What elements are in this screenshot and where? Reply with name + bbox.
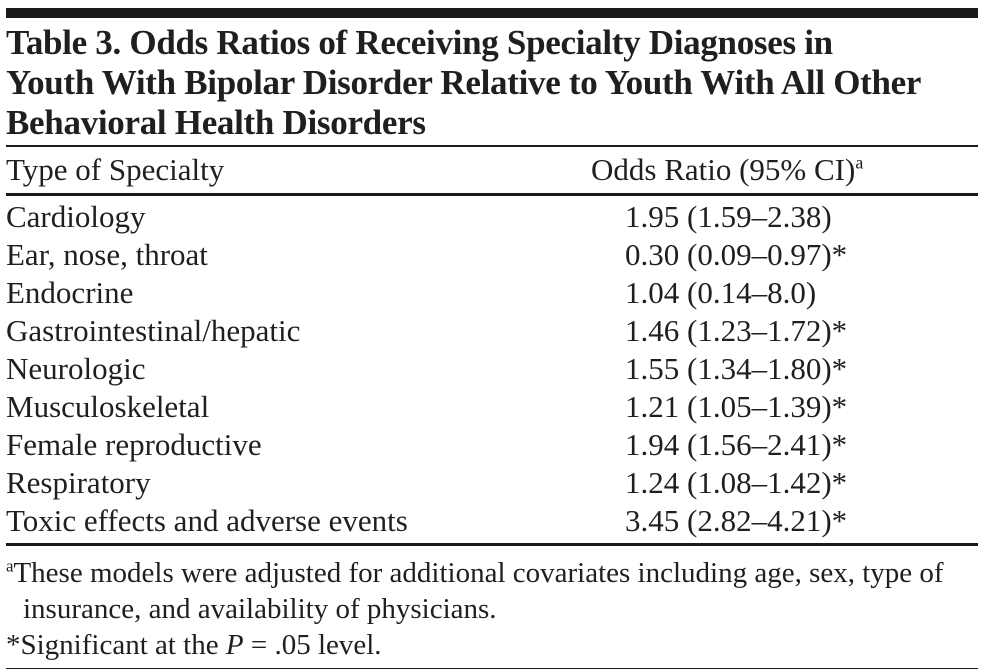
- column-header-footnote-marker: a: [855, 152, 864, 173]
- table-title-line-3: Behavioral Health Disorders: [6, 103, 426, 142]
- footnote-adjustment-marker: a: [6, 556, 14, 576]
- table-title-line-1: Table 3. Odds Ratios of Receiving Specia…: [6, 23, 833, 62]
- table-row: Neurologic 1.55 (1.34–1.80)*: [6, 350, 978, 388]
- footnote-significance-post: = .05 level.: [243, 629, 382, 661]
- specialty-cell: Ear, nose, throat: [6, 237, 208, 272]
- specialty-cell: Endocrine: [6, 275, 134, 310]
- table-footnotes: aThese models were adjusted for addition…: [6, 555, 978, 663]
- footnote-significance-marker: *: [6, 629, 21, 661]
- footnote-significance: *Significant at the P = .05 level.: [6, 627, 978, 663]
- odds-ratio-cell: 1.24 (1.08–1.42)*: [625, 465, 848, 500]
- footnote-significance-p-symbol: P: [225, 629, 244, 661]
- specialty-cell: Toxic effects and adverse events: [6, 503, 408, 538]
- specialty-cell: Female reproductive: [6, 427, 262, 462]
- specialty-cell: Cardiology: [6, 199, 146, 234]
- table-row: Endocrine 1.04 (0.14–8.0): [6, 274, 978, 312]
- odds-ratio-cell: 1.46 (1.23–1.72)*: [625, 313, 848, 348]
- table-row: Respiratory 1.24 (1.08–1.42)*: [6, 464, 978, 502]
- table-header-row: Type of Specialty Odds Ratio (95% CI)a: [6, 145, 978, 196]
- column-header-specialty: Type of Specialty: [6, 152, 225, 187]
- table-row: Cardiology 1.95 (1.59–2.38): [6, 198, 978, 236]
- specialty-cell: Respiratory: [6, 465, 151, 500]
- specialty-cell: Musculoskeletal: [6, 389, 210, 424]
- odds-ratio-cell: 0.30 (0.09–0.97)*: [625, 237, 848, 272]
- odds-ratio-table: Type of Specialty Odds Ratio (95% CI)a C…: [6, 145, 978, 669]
- table-row: Musculoskeletal 1.21 (1.05–1.39)*: [6, 388, 978, 426]
- odds-ratio-cell: 1.94 (1.56–2.41)*: [625, 427, 848, 462]
- table-top-rule: [6, 8, 978, 18]
- specialty-cell: Gastrointestinal/hepatic: [6, 313, 301, 348]
- column-header-odds-ratio-text: Odds Ratio (95% CI): [591, 152, 856, 187]
- table-title-line-2: Youth With Bipolar Disorder Relative to …: [6, 63, 922, 102]
- odds-ratio-cell: 1.95 (1.59–2.38): [625, 199, 832, 234]
- odds-ratio-cell: 3.45 (2.82–4.21)*: [625, 503, 848, 538]
- footnote-adjustment: aThese models were adjusted for addition…: [6, 555, 978, 627]
- table-body: Cardiology 1.95 (1.59–2.38) Ear, nose, t…: [6, 196, 978, 546]
- footnote-significance-pre: Significant at the: [20, 629, 226, 661]
- odds-ratio-cell: 1.21 (1.05–1.39)*: [625, 389, 848, 424]
- table-row: Toxic effects and adverse events 3.45 (2…: [6, 502, 978, 540]
- footnote-adjustment-text: These models were adjusted for additiona…: [13, 557, 944, 625]
- column-header-odds-ratio: Odds Ratio (95% CI)a: [591, 152, 978, 188]
- table-row: Female reproductive 1.94 (1.56–2.41)*: [6, 426, 978, 464]
- table-row: Gastrointestinal/hepatic 1.46 (1.23–1.72…: [6, 312, 978, 350]
- odds-ratio-cell: 1.55 (1.34–1.80)*: [625, 351, 848, 386]
- table-row: Ear, nose, throat 0.30 (0.09–0.97)*: [6, 236, 978, 274]
- odds-ratio-cell: 1.04 (0.14–8.0): [625, 275, 817, 310]
- specialty-cell: Neurologic: [6, 351, 146, 386]
- table-title: Table 3. Odds Ratios of Receiving Specia…: [6, 23, 978, 143]
